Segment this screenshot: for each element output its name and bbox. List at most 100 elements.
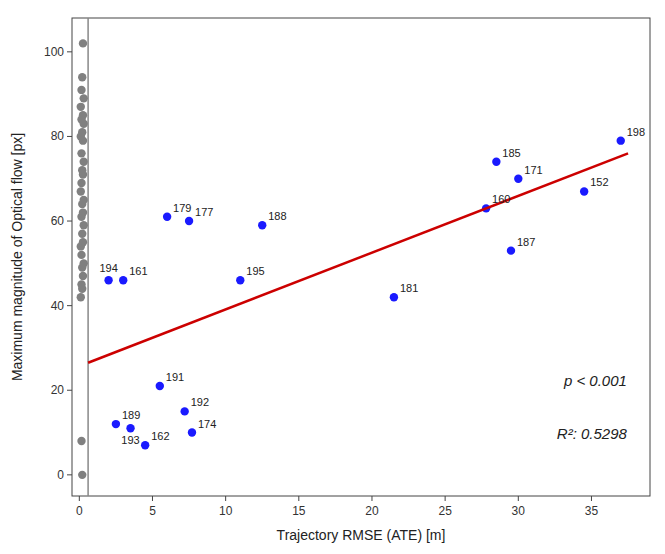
point [617, 136, 625, 144]
point [492, 158, 500, 166]
point [141, 441, 149, 449]
point-label: 193 [121, 434, 139, 446]
point [236, 276, 244, 284]
point-label: 191 [166, 371, 184, 383]
x-tick-label: 35 [585, 504, 599, 518]
point [77, 179, 85, 187]
point [163, 213, 171, 221]
x-axis-label: Trajectory RMSE (ATE) [m] [277, 527, 446, 543]
x-tick [445, 496, 446, 501]
x-tick-label: 5 [149, 504, 156, 518]
point [580, 187, 588, 195]
point [77, 103, 85, 111]
point [78, 471, 86, 479]
point-label: 194 [99, 262, 117, 274]
scatter-series [104, 136, 625, 449]
x-tick [371, 496, 372, 501]
point-label: 152 [590, 176, 608, 188]
x-tick-label: 20 [365, 504, 379, 518]
ticks: 05101520253035020406080100 [44, 45, 598, 518]
point [79, 136, 87, 144]
x-tick [79, 496, 80, 501]
regression-line [88, 153, 628, 362]
annotation: R²: 0.5298 [557, 425, 628, 442]
y-tick-label: 80 [51, 129, 65, 143]
x-tick-label: 10 [219, 504, 233, 518]
point [78, 200, 86, 208]
point [119, 276, 127, 284]
point [78, 263, 86, 271]
y-axis-label: Maximum magnitude of Optical flow [px] [9, 133, 25, 381]
point-label: 179 [173, 202, 191, 214]
point [390, 293, 398, 301]
y-tick [67, 136, 72, 137]
y-tick [67, 221, 72, 222]
point-label: 181 [400, 282, 418, 294]
point [514, 175, 522, 183]
x-tick [518, 496, 519, 501]
chart: 05101520253035020406080100Trajectory RMS… [0, 0, 665, 554]
point [77, 251, 85, 259]
point [77, 437, 85, 445]
point [126, 424, 134, 432]
point-label: 187 [517, 236, 535, 248]
y-tick-label: 100 [44, 45, 64, 59]
y-tick-label: 40 [51, 299, 65, 313]
vertical-line [87, 18, 89, 496]
y-tick [67, 305, 72, 306]
point [77, 213, 85, 221]
x-tick-label: 25 [438, 504, 452, 518]
x-tick [225, 496, 226, 501]
point [507, 246, 515, 254]
point-label: 174 [198, 418, 216, 430]
annotations: p < 0.001 R²: 0.5298 [557, 372, 628, 442]
point [80, 158, 88, 166]
point [77, 187, 85, 195]
point [80, 94, 88, 102]
point [80, 221, 88, 229]
y-tick [67, 390, 72, 391]
point [77, 242, 85, 250]
point-label: 192 [191, 396, 209, 408]
y-tick-label: 60 [51, 214, 65, 228]
point [180, 407, 188, 415]
point-labels: 194 161 189 193 162 191 192 174 179 177 188 195 181 1… [99, 126, 645, 447]
point-label: 161 [129, 265, 147, 277]
x-tick-label: 0 [76, 504, 83, 518]
point [80, 120, 88, 128]
point-label: 160 [492, 193, 510, 205]
point-label: 189 [122, 409, 140, 421]
point-label: 185 [502, 147, 520, 159]
point-label: 195 [246, 265, 264, 277]
point [79, 170, 87, 178]
point [78, 230, 86, 238]
x-tick [152, 496, 153, 501]
plot-area [77, 18, 628, 496]
y-tick [67, 474, 72, 475]
point [79, 39, 87, 47]
point-label: 171 [524, 164, 542, 176]
point [185, 217, 193, 225]
x-tick-label: 30 [512, 504, 526, 518]
x-tick [298, 496, 299, 501]
y-tick-label: 20 [51, 383, 65, 397]
annotation: p < 0.001 [563, 372, 627, 389]
point-label: 162 [151, 430, 169, 442]
point [77, 86, 85, 94]
x-tick-label: 15 [292, 504, 306, 518]
point [77, 149, 85, 157]
point [79, 272, 87, 280]
point [78, 73, 86, 81]
point [188, 428, 196, 436]
point-label: 198 [627, 126, 645, 138]
plot-frame [72, 18, 650, 496]
y-tick [67, 51, 72, 52]
point-label: 188 [268, 210, 286, 222]
point [77, 293, 85, 301]
point [258, 221, 266, 229]
point [112, 420, 120, 428]
point-label: 177 [195, 206, 213, 218]
point [78, 285, 86, 293]
point [156, 382, 164, 390]
point [104, 276, 112, 284]
